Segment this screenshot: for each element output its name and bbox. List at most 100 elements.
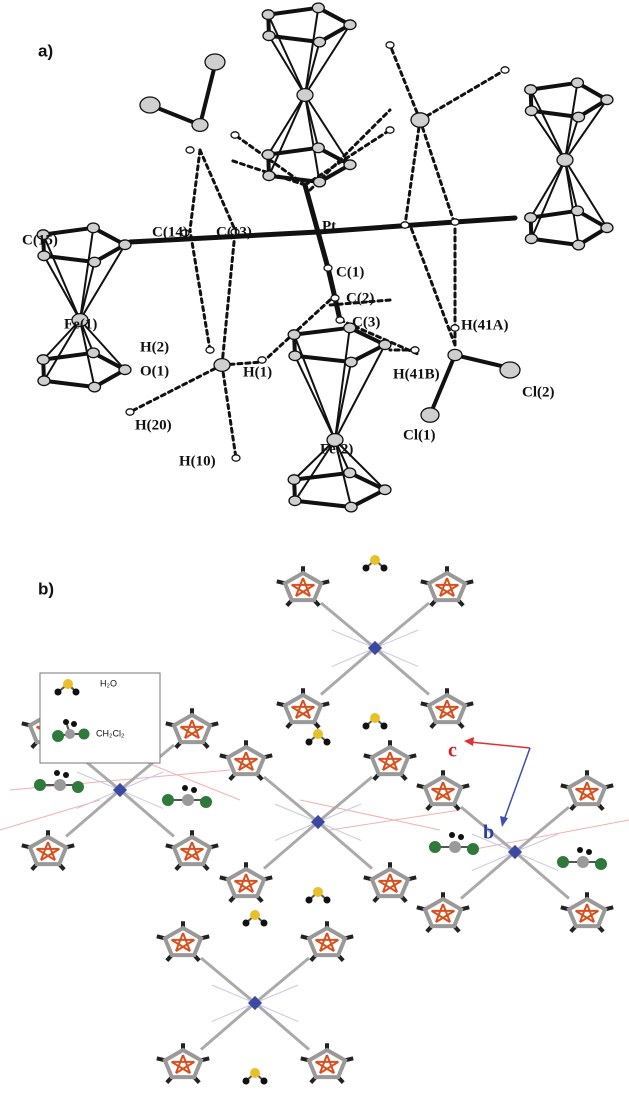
atom <box>312 143 324 153</box>
atom <box>231 132 239 138</box>
atom <box>288 330 300 340</box>
atom <box>401 222 409 228</box>
contact <box>0 800 100 830</box>
atom-label: H(41A) <box>461 317 509 333</box>
water-h <box>243 920 250 927</box>
bond <box>410 225 455 345</box>
atom <box>448 349 462 360</box>
h <box>54 770 60 776</box>
atom <box>192 119 208 132</box>
contact <box>275 804 318 822</box>
cl <box>557 856 569 868</box>
bond <box>200 150 235 230</box>
c <box>577 856 589 868</box>
atom <box>38 376 50 386</box>
cl <box>595 858 607 870</box>
water-h <box>306 739 313 746</box>
cp-ring <box>268 8 350 42</box>
atom <box>451 219 459 225</box>
contact <box>255 985 298 1003</box>
atom <box>288 475 300 485</box>
bond <box>200 65 215 125</box>
atom <box>140 97 160 113</box>
atom-label: Fe(1) <box>64 316 97 332</box>
atom <box>525 106 537 116</box>
water-h <box>363 565 370 572</box>
cp-ring <box>165 1050 201 1077</box>
axis-label: c <box>448 740 457 762</box>
atom <box>289 351 301 361</box>
water-h <box>306 897 313 904</box>
c <box>449 841 461 853</box>
cp-ring <box>309 928 345 955</box>
atom <box>214 359 230 372</box>
pt-fc-bond <box>321 603 375 648</box>
atom <box>601 223 613 233</box>
atom <box>336 317 344 323</box>
cp-ring <box>425 777 461 804</box>
water-h <box>261 920 268 927</box>
atom <box>263 171 275 181</box>
atom-label: Cl(2) <box>522 384 555 400</box>
pt-fc-bond <box>461 852 515 899</box>
contact <box>332 648 375 667</box>
atom <box>87 223 99 233</box>
atom <box>312 3 324 13</box>
pt-fc-bond <box>255 958 309 1003</box>
atom-label: C(15) <box>22 232 58 248</box>
water-h <box>324 739 331 746</box>
water-o <box>313 887 323 897</box>
figure: a) C(15) C(14) C(13) Pt Fe(1) C(1) C(2) … <box>0 0 629 1102</box>
cp-ring <box>228 869 264 896</box>
atom <box>571 78 583 88</box>
water-o <box>250 910 260 920</box>
panel-label: b) <box>38 579 54 598</box>
cp-ring <box>294 473 385 507</box>
pt-fc-bond <box>264 822 318 869</box>
h <box>577 847 583 853</box>
bond <box>268 15 305 95</box>
atom <box>119 240 131 250</box>
bond <box>455 218 515 222</box>
atom-label: H(41B) <box>393 366 440 382</box>
c <box>182 794 194 806</box>
structure-drawing <box>0 3 629 1084</box>
bond <box>269 95 305 176</box>
contact <box>77 790 120 809</box>
atom-label: C(1) <box>336 264 364 280</box>
contact <box>212 1003 255 1022</box>
atom <box>421 408 439 422</box>
water-o <box>370 555 380 565</box>
water-o <box>313 729 323 739</box>
bond <box>44 256 80 320</box>
pt-fc-bond <box>201 1003 255 1050</box>
cp-ring <box>425 899 461 926</box>
axis-label: b <box>483 822 494 844</box>
bond <box>390 45 420 120</box>
cl <box>200 796 212 808</box>
bond <box>318 232 328 268</box>
panel-label: a) <box>38 41 53 60</box>
water-h <box>261 1078 268 1085</box>
atom <box>205 54 225 70</box>
atom <box>411 347 419 353</box>
atom <box>573 112 585 122</box>
atom <box>324 265 332 271</box>
cp-ring <box>228 747 264 774</box>
water-h <box>381 723 388 730</box>
atom <box>379 340 391 350</box>
bond <box>269 36 305 95</box>
atom <box>314 177 326 187</box>
bond <box>531 160 565 218</box>
bond <box>405 120 420 225</box>
bond <box>295 356 335 440</box>
atom-label: Cl(1) <box>403 427 436 443</box>
cp-ring <box>285 695 321 722</box>
pt-fc-bond <box>375 603 429 648</box>
cp-ring <box>569 777 605 804</box>
pt-fc-bond <box>375 648 429 695</box>
cp-ring <box>285 573 321 600</box>
water-h <box>363 723 370 730</box>
bond <box>294 335 335 440</box>
h <box>586 849 592 855</box>
